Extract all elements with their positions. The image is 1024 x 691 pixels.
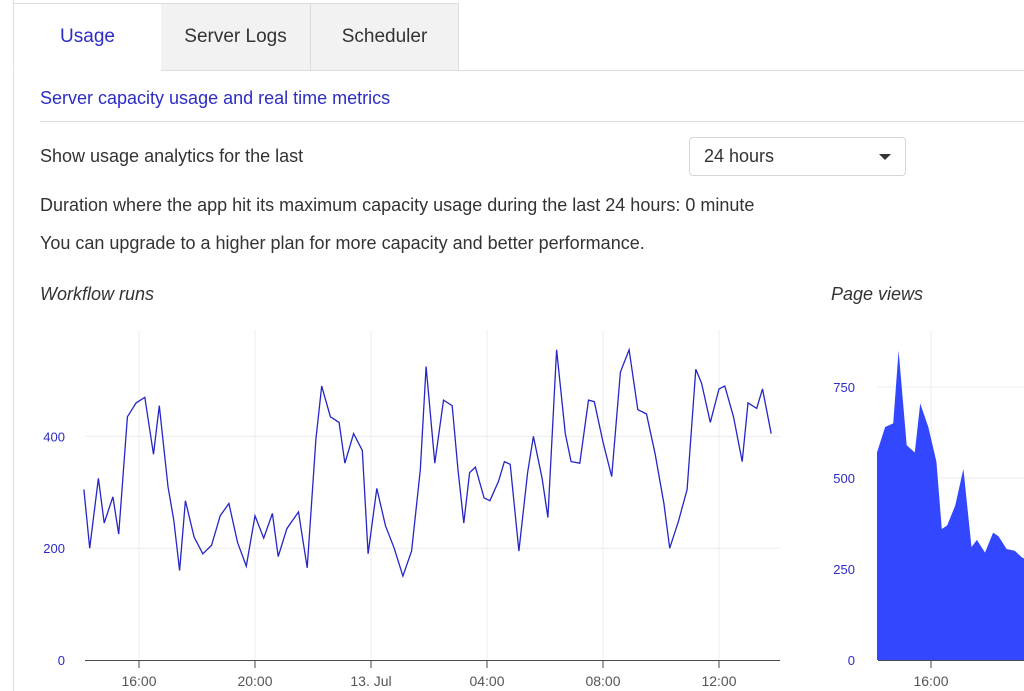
series-area (877, 350, 1024, 660)
y-tick-label: 500 (833, 471, 855, 486)
x-tick-label: 08:00 (585, 673, 620, 689)
tab-scheduler[interactable]: Scheduler (311, 3, 459, 71)
x-tick-label: 12:00 (701, 673, 736, 689)
tab-usage[interactable]: Usage (13, 3, 161, 71)
upgrade-text: You can upgrade to a higher plan for mor… (40, 233, 645, 253)
x-tick-label: 04:00 (469, 673, 504, 689)
y-tick-label: 0 (848, 653, 855, 668)
y-tick-label: 0 (58, 653, 65, 668)
analytics-range-select[interactable]: 24 hours (689, 137, 906, 176)
y-tick-label: 400 (43, 429, 65, 444)
x-tick-label: 20:00 (237, 673, 272, 689)
y-tick-label: 250 (833, 562, 855, 577)
divider (40, 121, 1024, 122)
page-views-title: Page views (831, 284, 924, 304)
page-views-chart: 16:00 0 250 500 750 (833, 330, 1024, 689)
chevron-down-icon (879, 154, 891, 160)
series-line (83, 347, 772, 579)
x-tick-label: 16:00 (913, 673, 948, 689)
y-tick-label: 750 (833, 380, 855, 395)
analytics-range-value: 24 hours (704, 146, 775, 166)
workflow-runs-title: Workflow runs (40, 284, 155, 304)
analytics-range-label: Show usage analytics for the last (40, 146, 304, 166)
max-capacity-text: Duration where the app hit its maximum c… (40, 195, 755, 215)
tab-bar: Usage Server Logs Scheduler (13, 3, 1024, 71)
workflow-runs-chart: 16:00 20:00 13. Jul 04:00 08:00 12:00 0 200 400 (43, 330, 780, 689)
x-tick-label: 13. Jul (350, 673, 391, 689)
section-subtitle: Server capacity usage and real time metr… (40, 88, 391, 108)
x-tick-label: 16:00 (121, 673, 156, 689)
tab-server-logs[interactable]: Server Logs (161, 3, 311, 71)
y-tick-label: 200 (43, 541, 65, 556)
usage-panel (13, 0, 1024, 691)
